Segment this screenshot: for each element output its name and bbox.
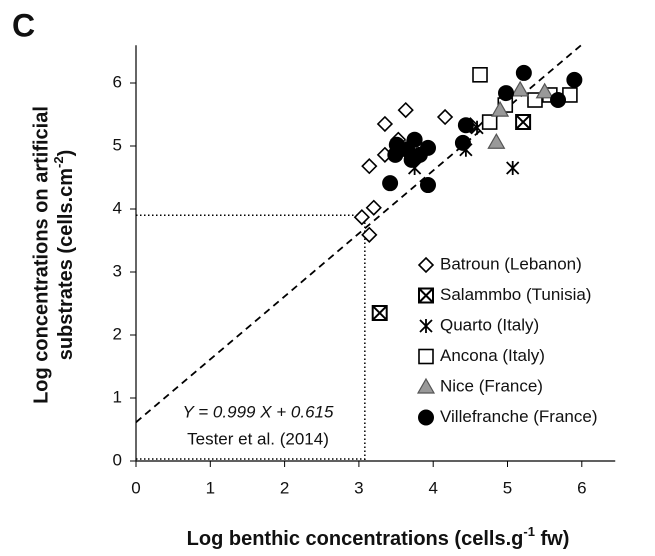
- legend-marker: [417, 256, 435, 274]
- y-tick-label: 4: [113, 198, 122, 217]
- point: [535, 82, 554, 99]
- y-tick-label: 2: [113, 324, 122, 343]
- point: [550, 92, 567, 109]
- point: [487, 133, 506, 149]
- point: [419, 139, 436, 156]
- y-title-sup: -2: [51, 156, 66, 168]
- panel-label: C: [12, 7, 35, 43]
- point: [353, 209, 371, 226]
- point: [361, 158, 378, 175]
- point: [454, 134, 471, 151]
- y-tick-label: 6: [113, 72, 122, 91]
- guide-line: [136, 214, 366, 461]
- point: [365, 199, 382, 216]
- legend-label: Villefranche (France): [440, 407, 597, 426]
- x-tick-label: 4: [428, 478, 437, 497]
- legend-label: Quarto (Italy): [440, 315, 539, 334]
- legend-label: Ancona (Italy): [440, 346, 545, 365]
- y-title-line1: Log concentrations on artificial: [30, 106, 52, 404]
- y-title-tail: ): [55, 150, 77, 157]
- y-title-line2: substrates (cells.cm-2): [51, 150, 77, 361]
- y-tick-label: 3: [113, 261, 122, 280]
- x-title-text: Log benthic concentrations (cells.g: [187, 528, 524, 550]
- x-tick-label: 5: [503, 478, 512, 497]
- point: [361, 226, 378, 243]
- point: [511, 80, 530, 97]
- point: [491, 100, 510, 117]
- point: [399, 141, 416, 158]
- fit-source: Tester et al. (2014): [187, 429, 329, 448]
- point: [566, 71, 583, 88]
- legend-label: Nice (France): [440, 376, 543, 395]
- x-tick-label: 3: [354, 478, 363, 497]
- x-tick-label: 1: [206, 478, 215, 497]
- point: [376, 115, 394, 133]
- y-title-text: substrates (cells.cm: [55, 168, 77, 360]
- point: [371, 304, 388, 321]
- legend-marker: [418, 287, 434, 304]
- x-tick-label: 6: [577, 478, 586, 497]
- point: [457, 117, 474, 134]
- point: [515, 64, 532, 81]
- y-axis-title: Log concentrations on artificial substra…: [30, 106, 77, 404]
- point: [382, 175, 399, 192]
- point: [397, 101, 414, 119]
- fit-line: [135, 44, 582, 423]
- legend-marker: [418, 348, 434, 365]
- point: [506, 161, 520, 176]
- legend-label: Batroun (Lebanon): [440, 254, 582, 273]
- y-tick-label: 5: [113, 135, 122, 154]
- x-tick-label: 2: [280, 478, 289, 497]
- fit-equation: Y = 0.999 X + 0.615: [183, 402, 334, 421]
- x-axis-title: Log benthic concentrations (cells.g-1 fw…: [187, 524, 570, 550]
- point: [498, 85, 515, 102]
- y-tick-label: 0: [113, 450, 122, 469]
- point: [515, 114, 532, 131]
- point: [481, 114, 498, 130]
- legend-marker: [416, 377, 436, 394]
- point: [419, 177, 436, 194]
- legend-marker: [419, 319, 433, 333]
- point: [472, 67, 488, 83]
- x-tick-label: 0: [131, 478, 140, 497]
- legend-label: Salammbo (Tunisia): [440, 285, 591, 304]
- legend-marker: [418, 409, 434, 426]
- y-tick-label: 1: [113, 387, 122, 406]
- point: [436, 108, 454, 126]
- x-title-sup: -1: [523, 524, 535, 539]
- x-title-tail: fw): [535, 528, 569, 550]
